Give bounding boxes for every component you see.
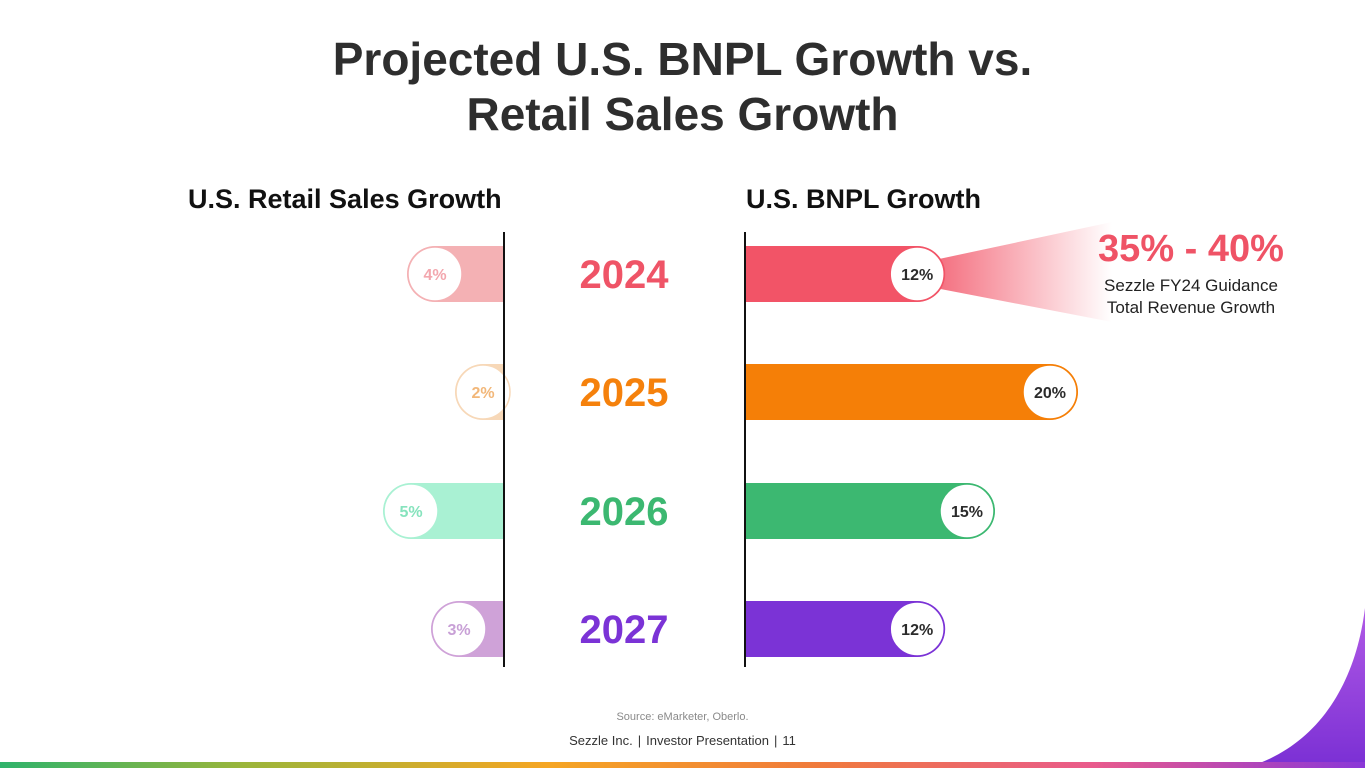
bnpl-growth-heading: U.S. BNPL Growth [746, 184, 982, 214]
retail-value-label-2024: 4% [423, 267, 446, 284]
bnpl-value-label-2024: 12% [901, 267, 933, 284]
guidance-description: Sezzle FY24 Guidance Total Revenue Growt… [1075, 275, 1307, 319]
footer: Sezzle Inc. | Investor Presentation | 11 [569, 733, 796, 748]
year-label-2027: 2027 [580, 608, 669, 652]
retail-label-badge-2026 [383, 483, 439, 539]
title-line-2: Retail Sales Growth [466, 88, 899, 140]
bnpl-label-badge-2027 [889, 601, 945, 657]
year-label-2025: 2025 [580, 371, 669, 415]
guidance-value: 35% - 40% [1098, 228, 1284, 270]
retail-sales-heading: U.S. Retail Sales Growth [188, 184, 502, 214]
bnpl-label-badge-2024 [889, 246, 945, 302]
retail-label-badge-2025 [455, 364, 511, 420]
title-line-1: Projected U.S. BNPL Growth vs. [332, 33, 1033, 85]
bnpl-bar-2025 [745, 364, 1078, 420]
guidance-line-2: Total Revenue Growth [1106, 298, 1276, 317]
bnpl-value-label-2025: 20% [1034, 385, 1066, 402]
retail-label-badge-2024 [407, 246, 463, 302]
year-label-2026: 2026 [580, 490, 669, 534]
bnpl-bar-2026 [745, 483, 995, 539]
page-title: Projected U.S. BNPL Growth vs. Retail Sa… [0, 32, 1365, 142]
year-label-2024: 2024 [580, 253, 670, 297]
bottom-gradient-bar [0, 762, 1365, 768]
footer-deck: Investor Presentation [646, 733, 769, 748]
retail-value-label-2026: 5% [399, 504, 422, 521]
retail-label-badge-2027 [431, 601, 487, 657]
footer-page-number: 11 [782, 733, 796, 748]
source-note: Source: eMarketer, Oberlo. [616, 711, 749, 723]
guidance-line-1: Sezzle FY24 Guidance [1104, 276, 1278, 295]
retail-value-label-2027: 3% [447, 622, 470, 639]
corner-decoration [1245, 608, 1365, 768]
bnpl-label-badge-2026 [939, 483, 995, 539]
guidance-callout-fan [925, 222, 1112, 322]
footer-company: Sezzle Inc. [569, 733, 633, 748]
retail-value-label-2025: 2% [471, 385, 494, 402]
bnpl-value-label-2027: 12% [901, 622, 933, 639]
bnpl-value-label-2026: 15% [951, 504, 983, 521]
bnpl-label-badge-2025 [1022, 364, 1078, 420]
